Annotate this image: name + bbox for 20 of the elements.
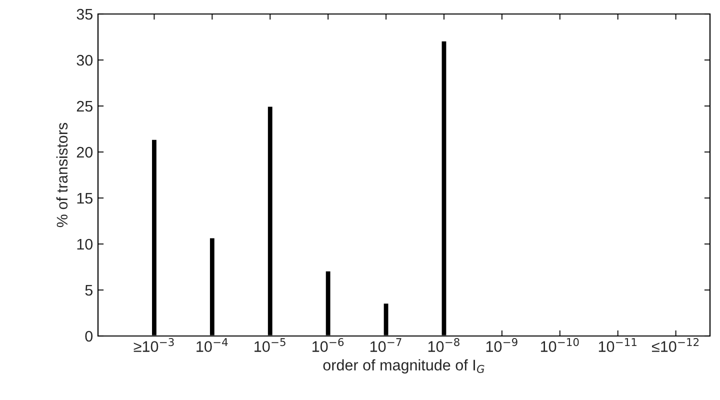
y-tick-label: 20 <box>76 146 93 158</box>
x-tick-label: 10$^{−10}$ <box>540 338 579 352</box>
y-tick-label: 10 <box>77 238 93 250</box>
y-tick-label: 35 <box>76 8 92 20</box>
x-tick-label: 10$^{−6}$ <box>312 338 344 352</box>
x-tick-label: 10$^{−7}$ <box>370 338 402 352</box>
x-tick-label: 10$^{−8}$ <box>428 338 460 352</box>
y-tick-label: 25 <box>76 100 92 112</box>
x-tick-label: 10$^{−9}$ <box>486 338 518 352</box>
y-tick-label: 0 <box>85 330 93 342</box>
x-tick-label: 10$^{−4}$ <box>196 338 228 352</box>
x-tick-label: ≤10$^{−12}$ <box>652 338 699 352</box>
y-tick-label: 5 <box>85 285 92 296</box>
x-tick-label: 10$^{−5}$ <box>254 338 286 352</box>
y-tick-label: 15 <box>77 193 92 204</box>
y-axis-title: % of transistors <box>56 122 68 228</box>
x-tick-label: 10$^{−11}$ <box>598 338 636 352</box>
y-tick-label: 30 <box>76 54 93 66</box>
x-axis-title: order of magnitude of I$_{G}$ <box>323 359 484 374</box>
x-tick-label: ≥10$^{−3}$ <box>134 338 174 352</box>
